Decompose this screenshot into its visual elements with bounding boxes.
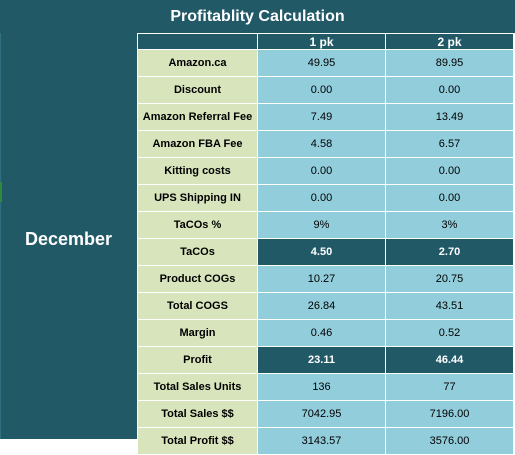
value-cell-2pk[interactable]: 43.51 [385, 292, 514, 320]
row-label-cell[interactable]: Profit [137, 346, 258, 374]
value-cell-1pk[interactable]: 26.84 [257, 292, 386, 320]
table-row: UPS Shipping IN 0.00 0.00 [137, 184, 514, 212]
value-cell-2pk[interactable]: 46.44 [385, 346, 514, 374]
table-row: Total Sales Units 136 77 [137, 373, 514, 401]
column-edge [0, 33, 5, 439]
table-row: Total COGS 26.84 43.51 [137, 292, 514, 320]
row-label-cell[interactable]: Discount [137, 76, 258, 104]
table-row: Product COGs 10.27 20.75 [137, 265, 514, 293]
value-cell-1pk[interactable]: 49.95 [257, 49, 386, 77]
value-cell-2pk[interactable]: 0.00 [385, 184, 514, 212]
row-label-cell[interactable]: Amazon.ca [137, 49, 258, 77]
value-cell-1pk[interactable]: 0.46 [257, 319, 386, 347]
row-label-cell[interactable]: TaCOs [137, 238, 258, 266]
profit-table: 1 pk 2 pk Amazon.ca 49.95 89.95 Discount 0.0… [137, 33, 514, 455]
sheet-edge [513, 33, 515, 439]
table-row: TaCOs % 9% 3% [137, 211, 514, 239]
row-label-cell[interactable]: Margin [137, 319, 258, 347]
row-label-cell[interactable]: Total Sales $$ [137, 400, 258, 428]
value-cell-1pk[interactable]: 10.27 [257, 265, 386, 293]
value-cell-1pk[interactable]: 136 [257, 373, 386, 401]
row-label-cell[interactable]: Total COGS [137, 292, 258, 320]
row-label-cell[interactable]: Total Profit $$ [137, 427, 258, 455]
row-label-cell[interactable]: Amazon FBA Fee [137, 130, 258, 158]
value-cell-2pk[interactable]: 3576.00 [385, 427, 514, 455]
value-cell-2pk[interactable]: 77 [385, 373, 514, 401]
table-row: TaCOs 4.50 2.70 [137, 238, 514, 266]
row-label-cell[interactable]: Product COGs [137, 265, 258, 293]
value-cell-1pk[interactable]: 4.58 [257, 130, 386, 158]
value-cell-2pk[interactable]: 2.70 [385, 238, 514, 266]
value-cell-2pk[interactable]: 6.57 [385, 130, 514, 158]
row-label-cell[interactable]: Total Sales Units [137, 373, 258, 401]
value-cell-2pk[interactable]: 7196.00 [385, 400, 514, 428]
value-cell-2pk[interactable]: 0.52 [385, 319, 514, 347]
row-label-cell[interactable]: UPS Shipping IN [137, 184, 258, 212]
month-band[interactable] [0, 33, 137, 439]
table-row: Profit 23.11 46.44 [137, 346, 514, 374]
value-cell-2pk[interactable]: 13.49 [385, 103, 514, 131]
sheet-title[interactable]: Profitablity Calculation [0, 0, 515, 33]
value-cell-2pk[interactable]: 89.95 [385, 49, 514, 77]
value-cell-1pk[interactable]: 23.11 [257, 346, 386, 374]
value-cell-1pk[interactable]: 9% [257, 211, 386, 239]
table-row: Discount 0.00 0.00 [137, 76, 514, 104]
header-blank-cell[interactable] [137, 33, 258, 50]
value-cell-2pk[interactable]: 20.75 [385, 265, 514, 293]
value-cell-1pk[interactable]: 3143.57 [257, 427, 386, 455]
value-cell-1pk[interactable]: 4.50 [257, 238, 386, 266]
row-selection-marker [0, 182, 2, 202]
table-header-row: 1 pk 2 pk [137, 33, 514, 50]
value-cell-2pk[interactable]: 3% [385, 211, 514, 239]
value-cell-2pk[interactable]: 0.00 [385, 76, 514, 104]
table-row: Total Profit $$ 3143.57 3576.00 [137, 427, 514, 455]
value-cell-2pk[interactable]: 0.00 [385, 157, 514, 185]
value-cell-1pk[interactable]: 0.00 [257, 157, 386, 185]
table-row: Amazon FBA Fee 4.58 6.57 [137, 130, 514, 158]
table-row: Amazon Referral Fee 7.49 13.49 [137, 103, 514, 131]
table-row: Margin 0.46 0.52 [137, 319, 514, 347]
column-header-2pk[interactable]: 2 pk [385, 33, 514, 50]
month-label: December [24, 228, 113, 249]
table-row: Amazon.ca 49.95 89.95 [137, 49, 514, 77]
table-row: Total Sales $$ 7042.95 7196.00 [137, 400, 514, 428]
column-header-1pk[interactable]: 1 pk [257, 33, 386, 50]
table-row: Kitting costs 0.00 0.00 [137, 157, 514, 185]
value-cell-1pk[interactable]: 7042.95 [257, 400, 386, 428]
row-label-cell[interactable]: TaCOs % [137, 211, 258, 239]
value-cell-1pk[interactable]: 0.00 [257, 184, 386, 212]
value-cell-1pk[interactable]: 0.00 [257, 76, 386, 104]
row-label-cell[interactable]: Amazon Referral Fee [137, 103, 258, 131]
value-cell-1pk[interactable]: 7.49 [257, 103, 386, 131]
row-label-cell[interactable]: Kitting costs [137, 157, 258, 185]
